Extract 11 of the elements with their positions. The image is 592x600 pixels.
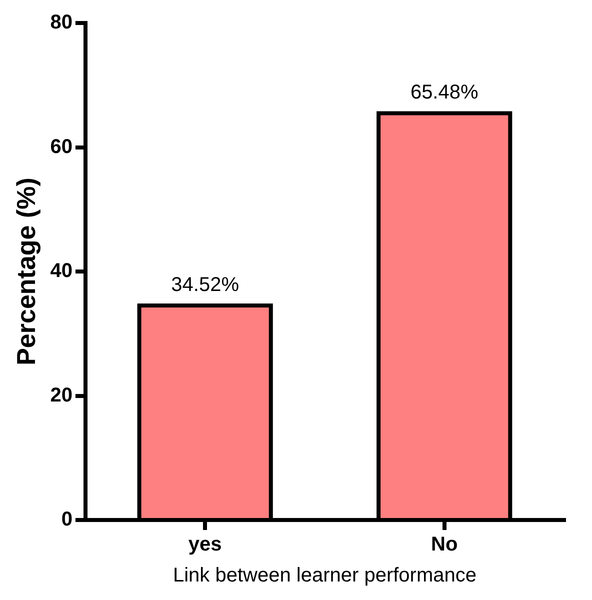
x-axis-title: Link between learner performance: [172, 564, 476, 587]
data-label: 65.48%: [410, 82, 478, 104]
y-axis-title: Percentage (%): [10, 178, 41, 366]
y-tick-label: 40: [50, 260, 72, 282]
data-label: 34.52%: [171, 274, 240, 296]
y-tick-label: 80: [50, 12, 72, 34]
y-tick-label: 20: [50, 384, 72, 406]
y-tick-label: 60: [50, 136, 72, 158]
y-tick-label: 0: [61, 508, 72, 531]
x-tick-label: No: [431, 534, 458, 556]
x-tick-label: yes: [188, 534, 222, 556]
